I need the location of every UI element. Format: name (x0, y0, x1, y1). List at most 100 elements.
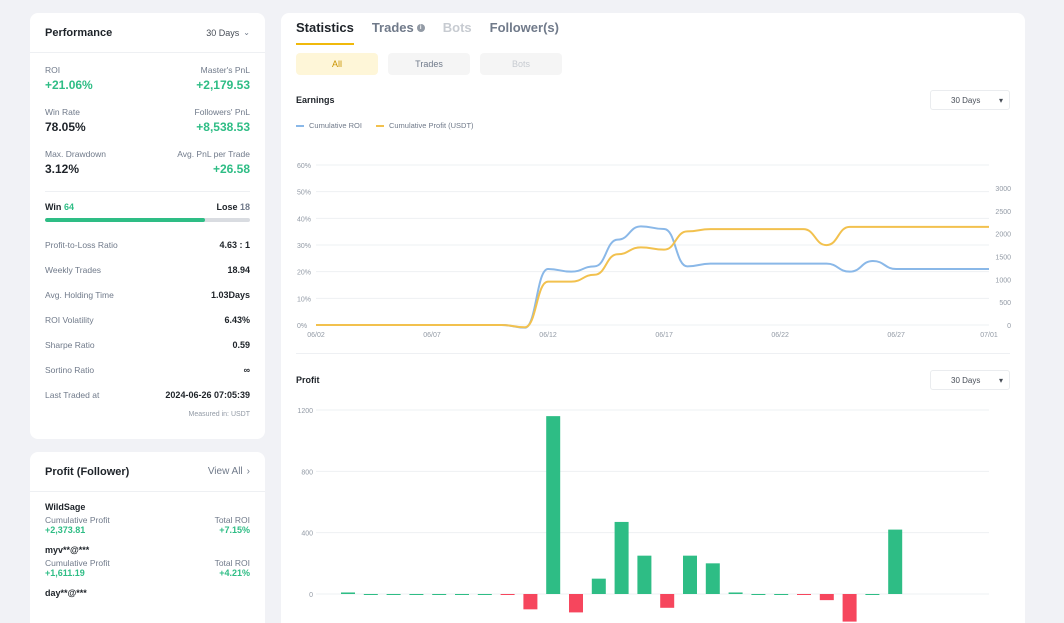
follower-name: WildSage (45, 502, 86, 512)
bar[interactable] (591, 578, 606, 594)
follower-list: WildSage Cumulative Profit Total ROI +2,373… (30, 492, 265, 598)
view-all-link[interactable]: View All › (208, 466, 250, 477)
series-line-1 (316, 225, 989, 329)
win-bar-fill (45, 218, 205, 222)
performance-title: Performance (45, 26, 113, 39)
bar[interactable] (660, 594, 675, 608)
follower-item[interactable]: day**@*** (30, 578, 265, 598)
follower-roi-value: +7.15% (219, 525, 250, 535)
metric-row: Profit-to-Loss Ratio 4.63 : 1 (30, 232, 265, 257)
tab-label: Follower(s) (489, 20, 559, 35)
follower-profit-label: Cumulative Profit (45, 515, 110, 525)
stat-item: ROI +21.06% (45, 65, 93, 92)
metric-label: ROI Volatility (45, 314, 94, 325)
measured-unit: Measured in: USDT (188, 411, 250, 418)
y-left-tick: 40% (297, 216, 311, 223)
metric-row: Avg. Holding Time 1.03Days (30, 282, 265, 307)
follower-roi-label: Total ROI (214, 515, 250, 525)
follower-item[interactable]: myv**@*** Cumulative Profit Total ROI +1,61… (30, 535, 265, 578)
bar[interactable] (500, 594, 515, 595)
bar[interactable] (888, 529, 903, 594)
filter-trades-button[interactable]: Trades (388, 53, 470, 75)
follower-roi-value: +4.21% (219, 568, 250, 578)
bar[interactable] (865, 594, 880, 595)
follower-profit-value: +2,373.81 (45, 525, 86, 535)
bar[interactable] (432, 594, 447, 595)
y-left-tick: 50% (297, 190, 311, 197)
stat-label: Avg. PnL per Trade (177, 149, 250, 159)
bar[interactable] (341, 592, 355, 594)
bar[interactable] (363, 594, 378, 595)
win-count: 64 (63, 202, 74, 212)
stat-row: ROI +21.06% Master's PnL +2,179.53 (45, 65, 250, 92)
lose-count: 18 (239, 202, 250, 212)
y-tick: 0 (309, 592, 313, 599)
filter-bots-button: Bots (480, 53, 562, 75)
bar[interactable] (819, 594, 834, 601)
info-icon: i (416, 24, 425, 32)
follower-name: myv**@*** (45, 545, 90, 555)
metric-label: Sharpe Ratio (45, 339, 95, 350)
main-panel: Statistics Trades i Bots Follower(s) All Trad… (281, 13, 1025, 623)
profit-chart: 0 400 800 1200 (297, 408, 989, 622)
follower-item[interactable]: WildSage Cumulative Profit Total ROI +2,373… (30, 492, 265, 535)
y-right-tick: 1500 (995, 255, 1011, 262)
bar[interactable] (705, 563, 720, 594)
profit-period-dropdown[interactable]: 30 Days ▾ (930, 370, 1010, 390)
performance-period-dropdown[interactable]: 30 Days ⌄ (206, 28, 250, 38)
stat-row: Max. Drawdown 3.12% Avg. PnL per Trade +26.… (45, 149, 250, 176)
stat-label: ROI (45, 65, 61, 75)
filter-all-button[interactable]: All (296, 53, 378, 75)
follower-title: Profit (Follower) (45, 465, 130, 478)
lose-summary: Lose 18 (216, 202, 250, 212)
performance-stats: ROI +21.06% Master's PnL +2,179.53 Win Rate 7… (30, 53, 265, 176)
y-left-tick: 10% (297, 296, 311, 303)
chevron-right-icon: › (246, 466, 250, 477)
win-summary: Win 64 (45, 202, 74, 212)
bar[interactable] (477, 594, 492, 595)
tab-statistics[interactable]: Statistics (296, 20, 354, 45)
x-tick: 06/17 (655, 332, 673, 339)
bar[interactable] (614, 521, 629, 594)
stat-item: Master's PnL +2,179.53 (196, 65, 250, 92)
bar[interactable] (842, 594, 857, 622)
bar[interactable] (409, 594, 424, 595)
y-left-tick: 60% (297, 163, 311, 170)
bar[interactable] (569, 594, 583, 613)
metric-value: 0.59 (232, 339, 250, 350)
metric-value: 18.94 (227, 264, 250, 275)
metric-label: Profit-to-Loss Ratio (45, 239, 118, 250)
bar[interactable] (683, 555, 697, 594)
bar[interactable] (637, 555, 652, 594)
bar[interactable] (751, 594, 766, 595)
x-tick: 06/12 (539, 332, 557, 339)
tab-followers[interactable]: Follower(s) (490, 20, 559, 45)
y-right-tick: 1000 (995, 277, 1011, 284)
earnings-chart: 0% 10% 20% 30% 40% 50% 60% 0 500 1000 1500 2000 2500… (297, 163, 1011, 339)
bar[interactable] (523, 594, 538, 610)
legend-profit[interactable]: Cumulative Profit (USDT) (375, 121, 474, 130)
y-right-tick: 2000 (995, 232, 1011, 239)
bar[interactable] (797, 594, 811, 595)
tab-label: Statistics (296, 20, 354, 35)
x-tick: 06/27 (887, 332, 905, 339)
x-tick: 06/07 (423, 332, 441, 339)
metric-label: Sortino Ratio (45, 364, 95, 375)
earnings-period-dropdown[interactable]: 30 Days ▾ (930, 90, 1010, 110)
bar[interactable] (386, 594, 401, 595)
y-left-tick: 0% (297, 323, 307, 330)
series-line-0 (316, 225, 989, 329)
legend-roi[interactable]: Cumulative ROI (296, 121, 362, 130)
performance-header: Performance 30 Days ⌄ (30, 13, 265, 53)
stat-value: +21.06% (45, 78, 93, 92)
bar[interactable] (546, 416, 561, 594)
bar[interactable] (728, 592, 743, 594)
stat-value: 3.12% (45, 162, 80, 176)
stat-label: Followers' PnL (194, 107, 250, 117)
metric-row: Sharpe Ratio 0.59 (30, 332, 265, 357)
bar[interactable] (455, 594, 469, 595)
profit-title: Profit (296, 375, 320, 385)
tab-trades[interactable]: Trades i (372, 20, 425, 45)
bar[interactable] (774, 594, 789, 595)
x-tick: 06/02 (307, 332, 325, 339)
